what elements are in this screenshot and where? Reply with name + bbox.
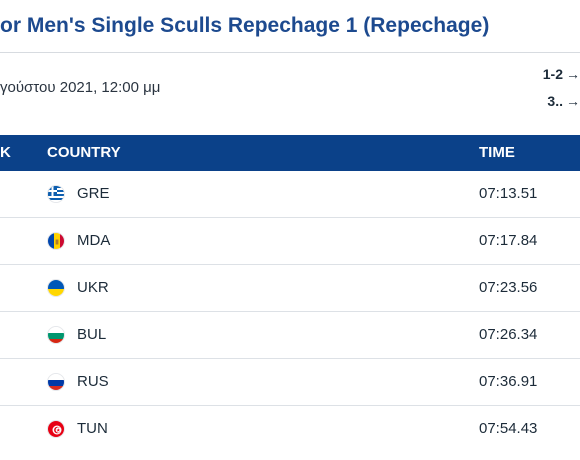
finish-time: 07:17.84 bbox=[479, 232, 538, 249]
progression-legend-2: 3.. → bbox=[547, 93, 580, 109]
table-row[interactable]: BUL 07:26.34 bbox=[0, 312, 580, 359]
table-row[interactable]: MDA 07:17.84 bbox=[0, 218, 580, 265]
moldova-flag-icon bbox=[47, 232, 65, 250]
title-divider bbox=[0, 52, 580, 53]
finish-time: 07:36.91 bbox=[479, 373, 538, 390]
column-header-time[interactable]: TIME bbox=[479, 144, 515, 161]
country-code: RUS bbox=[77, 373, 109, 390]
arrow-right-icon: → bbox=[566, 66, 580, 82]
table-row[interactable]: TUN 07:54.43 bbox=[0, 406, 580, 453]
table-row[interactable]: UKR 07:23.56 bbox=[0, 265, 580, 312]
results-table-body: GRE 07:13.51 MDA 07:17.84 bbox=[0, 171, 580, 453]
progression-legend-1: 1-2 → bbox=[543, 66, 580, 82]
race-datetime: γούστου 2021, 12:00 μμ bbox=[0, 79, 161, 96]
column-header-country[interactable]: COUNTRY bbox=[47, 144, 121, 161]
russia-flag-icon bbox=[47, 373, 65, 391]
table-row[interactable]: GRE 07:13.51 bbox=[0, 171, 580, 218]
country-code: BUL bbox=[77, 326, 107, 343]
page-title: or Men's Single Sculls Repechage 1 (Repe… bbox=[0, 14, 490, 37]
country-code: UKR bbox=[77, 279, 109, 296]
table-row[interactable]: RUS 07:36.91 bbox=[0, 359, 580, 406]
progression-label: 1-2 bbox=[542, 66, 563, 82]
finish-time: 07:54.43 bbox=[479, 420, 538, 437]
ukraine-flag-icon bbox=[47, 279, 65, 297]
finish-time: 07:23.56 bbox=[479, 279, 538, 296]
country-code: MDA bbox=[77, 232, 111, 249]
arrow-right-icon: → bbox=[566, 93, 580, 109]
greece-flag-icon bbox=[47, 185, 65, 203]
finish-time: 07:26.34 bbox=[479, 326, 538, 343]
column-header-rank[interactable]: K bbox=[0, 144, 11, 161]
country-code: TUN bbox=[77, 420, 108, 437]
finish-time: 07:13.51 bbox=[479, 185, 538, 202]
tunisia-flag-icon bbox=[47, 420, 65, 438]
country-code: GRE bbox=[77, 185, 110, 202]
bulgaria-flag-icon bbox=[47, 326, 65, 344]
progression-label: 3.. bbox=[547, 93, 563, 109]
results-table-header: K COUNTRY TIME bbox=[0, 135, 580, 171]
